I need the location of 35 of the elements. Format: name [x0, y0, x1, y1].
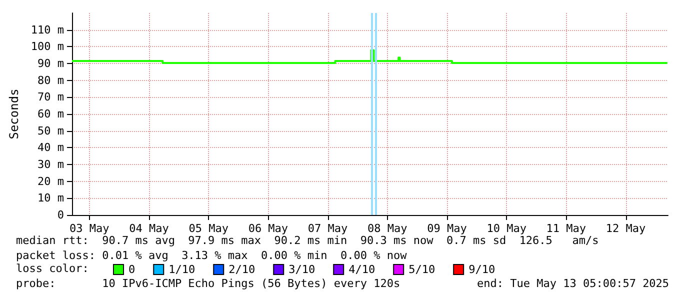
text: packet loss: 0.01 % avg 3.13 % max 0.00 % min 0.00 % now [16, 249, 407, 262]
y-axis-title: Seconds [7, 88, 21, 140]
y-tick-label: 20 m [38, 174, 64, 188]
y-tick-label: 60 m [38, 108, 64, 120]
y-tick-label: 90 m [38, 57, 64, 70]
text: probe: 10 IPv6-ICMP Echo Pings (56 Bytes) every 120s [16, 277, 400, 290]
x-tick-label: 10 May [486, 222, 527, 235]
text: end: Tue May 13 05:00:57 2025 [477, 277, 670, 290]
legend-label: 5/10 [408, 263, 436, 276]
legend-title: loss color: [16, 262, 89, 275]
y-tick-label: 10 m [38, 192, 64, 205]
y-tick-label: 40 m [38, 141, 64, 154]
legend-label: 3/10 [288, 263, 316, 276]
legend-label: 9/10 [468, 263, 496, 276]
x-tick-label: 05 May [188, 222, 229, 235]
x-tick-label: 12 May [606, 222, 646, 235]
text: median rtt: 90.7 ms avg 97.9 ms max 90.2 ms min 90.3 ms now 0.7 ms sd 126.5 am/s [16, 234, 599, 247]
x-tick-label: 08 May [368, 222, 408, 235]
x-tick-label: 07 May [308, 222, 348, 235]
y-tick-label: 100 m [30, 40, 64, 54]
y-tick-label: 80 m [38, 74, 64, 87]
x-tick-label: 09 May [427, 222, 468, 235]
y-tick-label: 70 m [38, 90, 64, 104]
legend-label: 1/10 [168, 263, 196, 276]
legend-label: 4/10 [348, 263, 376, 276]
y-tick-label: 0 [57, 208, 64, 222]
y-tick-label: 30 m [38, 158, 64, 171]
x-tick-label: 11 May [546, 222, 586, 235]
x-tick-label: 06 May [248, 222, 288, 235]
x-tick-label: 04 May [129, 222, 170, 235]
legend-label: 2/10 [228, 263, 256, 276]
legend-label: 0 [128, 263, 136, 276]
x-tick-label: 03 May [70, 222, 110, 235]
y-tick-label: 110 m [30, 23, 64, 36]
y-tick-label: 50 m [38, 124, 64, 138]
